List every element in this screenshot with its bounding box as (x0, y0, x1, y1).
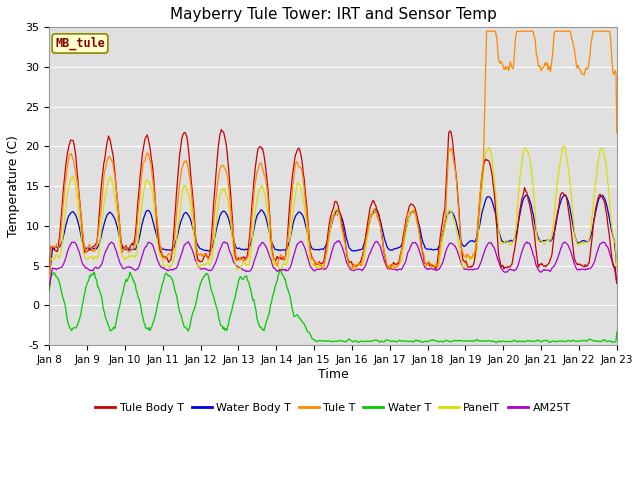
Legend: Tule Body T, Water Body T, Tule T, Water T, PanelT, AM25T: Tule Body T, Water Body T, Tule T, Water… (91, 398, 575, 417)
Title: Mayberry Tule Tower: IRT and Sensor Temp: Mayberry Tule Tower: IRT and Sensor Temp (170, 7, 497, 22)
Text: MB_tule: MB_tule (55, 37, 105, 50)
X-axis label: Time: Time (317, 368, 348, 381)
Y-axis label: Temperature (C): Temperature (C) (7, 135, 20, 237)
